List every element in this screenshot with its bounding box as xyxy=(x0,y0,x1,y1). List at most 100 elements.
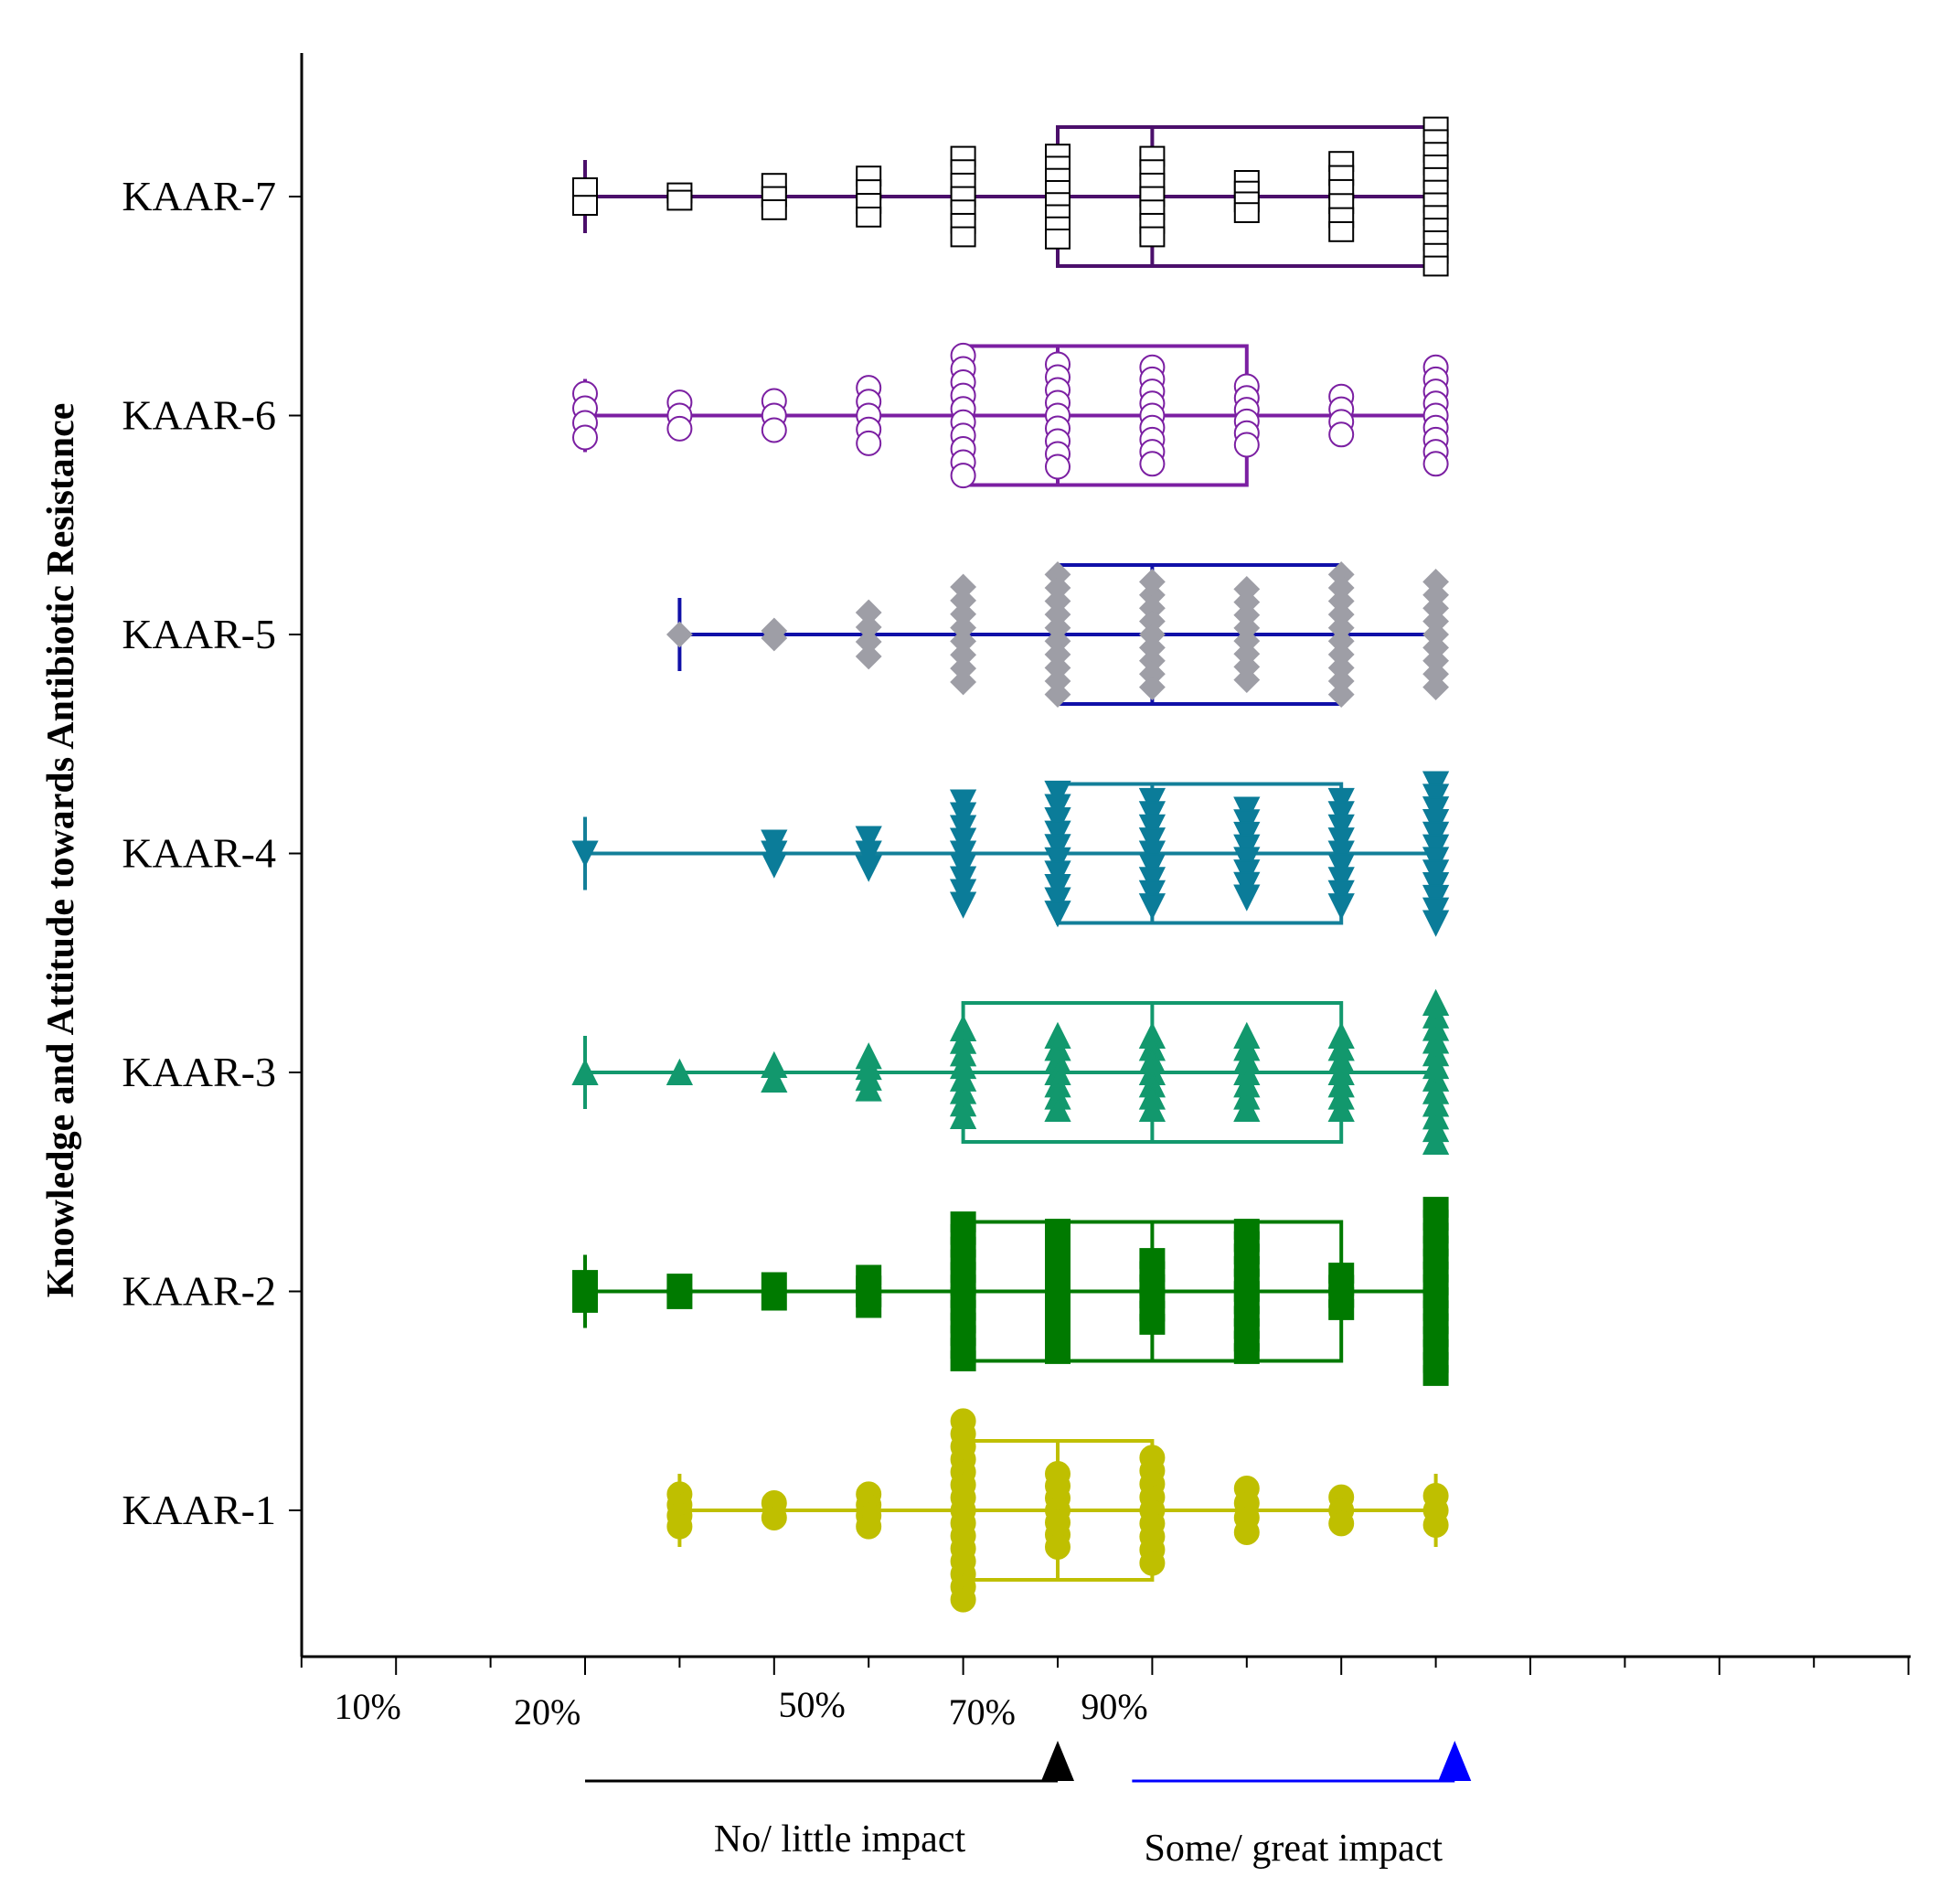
no-impact-label: No/ little impact xyxy=(714,1818,966,1861)
data-point xyxy=(1328,221,1355,242)
data-point xyxy=(1327,787,1355,816)
box-series-kaar-7 xyxy=(572,116,1449,277)
data-point xyxy=(1044,873,1071,901)
data-point xyxy=(1327,801,1355,828)
data-point xyxy=(1422,1512,1449,1538)
data-point xyxy=(1233,1094,1261,1122)
data-point xyxy=(761,851,788,879)
data-point xyxy=(1327,893,1355,921)
data-point xyxy=(1138,867,1166,894)
data-point xyxy=(761,624,788,652)
data-point xyxy=(1233,1519,1260,1545)
data-point xyxy=(855,643,882,670)
data-point xyxy=(1233,884,1261,912)
data-point xyxy=(1044,887,1071,914)
data-point xyxy=(1139,1550,1166,1576)
data-point xyxy=(950,1586,976,1613)
data-point xyxy=(666,621,693,648)
data-point xyxy=(761,1272,787,1294)
data-point xyxy=(571,1058,599,1085)
data-point xyxy=(572,177,598,198)
data-point xyxy=(950,1350,976,1371)
data-point xyxy=(1328,1510,1355,1537)
y-tick-label: KAAR-4 xyxy=(122,830,276,877)
data-point xyxy=(1044,681,1071,709)
data-point xyxy=(1422,1365,1449,1386)
data-point xyxy=(761,417,787,443)
data-point xyxy=(572,1292,598,1313)
data-point xyxy=(761,1289,787,1311)
data-point xyxy=(1233,1343,1260,1364)
data-point xyxy=(1138,840,1166,868)
plot-area xyxy=(571,116,1450,1613)
data-point xyxy=(1327,814,1355,841)
data-point xyxy=(855,840,882,868)
x-tick-label: 70% xyxy=(949,1691,1016,1733)
y-tick-label: KAAR-2 xyxy=(122,1268,276,1315)
data-point xyxy=(1138,814,1166,841)
data-point xyxy=(1138,827,1166,855)
data-point xyxy=(856,207,882,228)
data-point xyxy=(761,199,787,220)
data-point xyxy=(761,1505,787,1530)
data-point xyxy=(1044,1094,1071,1122)
data-point xyxy=(1327,840,1355,868)
data-point xyxy=(1138,1094,1166,1122)
data-point xyxy=(1045,229,1071,250)
data-point xyxy=(1327,1094,1355,1122)
data-point xyxy=(1044,901,1071,928)
data-point xyxy=(1422,674,1450,701)
data-point xyxy=(1044,820,1071,848)
data-point xyxy=(1422,1127,1450,1155)
data-point xyxy=(1327,867,1355,894)
x-tick-label: 20% xyxy=(514,1691,581,1733)
data-point xyxy=(1138,880,1166,907)
box-series-kaar-6 xyxy=(572,342,1449,489)
data-point xyxy=(1233,666,1261,694)
data-point xyxy=(1138,853,1166,881)
y-tick-label: KAAR-3 xyxy=(122,1049,276,1095)
data-point xyxy=(1045,453,1071,480)
data-point xyxy=(950,463,976,489)
x-tick-label: 50% xyxy=(778,1684,845,1725)
box-series-kaar-1 xyxy=(666,1408,1449,1613)
data-point xyxy=(1327,880,1355,907)
data-point xyxy=(1139,1314,1166,1335)
data-point xyxy=(1044,807,1071,835)
data-point xyxy=(949,1102,977,1129)
data-point xyxy=(1139,226,1166,248)
data-point xyxy=(855,826,882,853)
data-point xyxy=(572,424,598,451)
data-point xyxy=(1422,910,1450,937)
some-impact-label: Some/ great impact xyxy=(1145,1828,1443,1870)
data-point xyxy=(1233,432,1260,458)
data-point xyxy=(1138,787,1166,816)
data-point xyxy=(571,840,599,868)
some-impact-arrow xyxy=(1438,1741,1472,1781)
data-point xyxy=(666,1288,693,1309)
data-point xyxy=(1045,1534,1071,1560)
data-point xyxy=(1138,893,1166,921)
data-point xyxy=(856,1296,882,1318)
data-point xyxy=(1044,780,1071,808)
data-point xyxy=(572,195,598,216)
data-point xyxy=(666,415,693,442)
data-point xyxy=(856,1513,882,1540)
data-point xyxy=(1328,421,1355,448)
data-point xyxy=(1233,202,1260,223)
data-point xyxy=(856,430,882,456)
x-tick-label: 90% xyxy=(1081,1686,1147,1727)
data-point xyxy=(1045,1343,1071,1364)
data-point xyxy=(950,226,976,248)
data-point xyxy=(1044,834,1071,861)
y-tick-label: KAAR-5 xyxy=(122,611,276,657)
data-point xyxy=(666,1513,693,1540)
y-tick-label: KAAR-1 xyxy=(122,1487,276,1533)
data-point xyxy=(1328,1299,1355,1320)
data-point xyxy=(1422,451,1449,477)
axes: KAAR-7 KAAR-6 KAAR-5 KAAR-4 KAAR-3 KAAR-2 KAAR… xyxy=(122,53,1911,1675)
data-point xyxy=(666,1058,694,1085)
data-point xyxy=(949,891,977,919)
data-point xyxy=(855,1074,882,1102)
